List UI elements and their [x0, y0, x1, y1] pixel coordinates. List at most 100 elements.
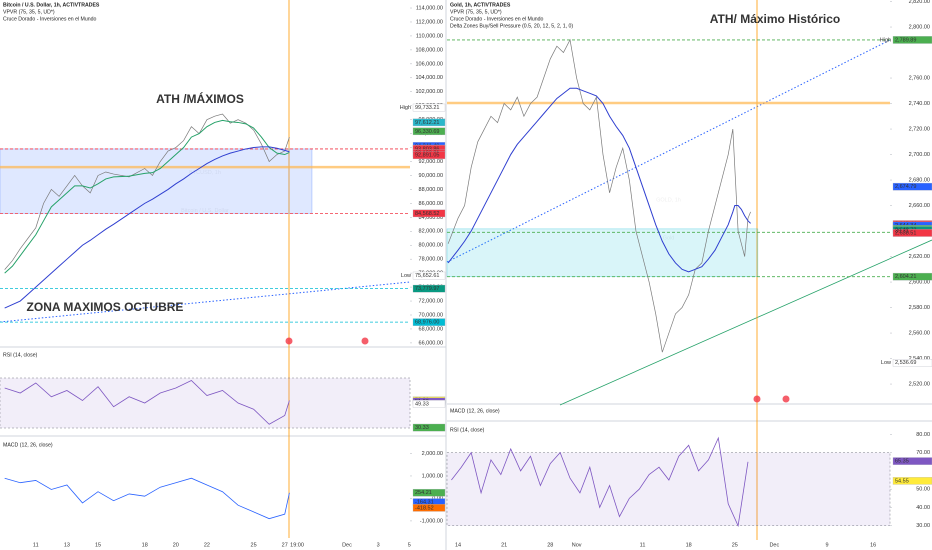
y-tick-label: 2,620.00: [909, 254, 930, 260]
price-tag: [412, 118, 446, 127]
y-tick-label: 2,600.00: [909, 280, 930, 286]
y-tick-label: 78,000.00: [419, 257, 443, 263]
price-tag: [412, 103, 446, 112]
price-tag-label: 2,638.51: [895, 230, 916, 236]
price-tag-label: 68,976.00: [415, 320, 439, 326]
y-tick-label: 50.00: [916, 487, 930, 493]
rsi-band: [0, 377, 411, 429]
price-tag-label: -164.31: [415, 500, 434, 506]
event-icon[interactable]: [361, 337, 369, 345]
rsi-band: [446, 452, 891, 526]
watermark: GOLD, 1h: [656, 197, 681, 203]
x-tick-label: 22: [204, 542, 210, 548]
price-tag-label: 93,803.86: [415, 146, 439, 152]
price-tag-label: 49.33: [415, 401, 429, 407]
price-tag: [412, 127, 446, 136]
y-tick-label: 2,560.00: [909, 331, 930, 337]
x-tick-label: 11: [640, 542, 646, 548]
price-tag: [412, 400, 446, 408]
pane-title: RSI (14, close): [450, 427, 485, 433]
price-tag: [892, 359, 932, 367]
pane-title: RSI (14, close): [3, 352, 38, 358]
y-tick-label: 2,660.00: [909, 203, 930, 209]
x-tick-label: 5: [408, 542, 411, 548]
annotation: ATH/ Máximo Histórico: [710, 12, 840, 26]
price-tag-label: 2,789.89: [895, 37, 916, 43]
y-tick-label: 92,000.00: [419, 159, 443, 165]
price-tag-name: Low: [401, 273, 411, 279]
y-tick-label: 2,820.00: [909, 0, 930, 5]
y-tick-label: 102,000.00: [415, 89, 443, 95]
x-tick-label: 11: [33, 542, 39, 548]
y-tick-label: 80.00: [916, 432, 930, 438]
price-tag-label: 96,330.69: [415, 129, 439, 135]
price-tag: [412, 151, 446, 160]
x-tick-label: 18: [686, 542, 692, 548]
x-tick-label: Dec: [769, 542, 779, 548]
x-tick-label: 25: [732, 542, 738, 548]
x-tick-label: 21: [501, 542, 507, 548]
y-tick-label: 86,000.00: [419, 201, 443, 207]
y-tick-label: 110,000.00: [416, 33, 443, 39]
watermark: BTCUSD, 1h: [189, 170, 221, 176]
price-tag-label: 2,674.79: [895, 184, 916, 190]
price-tag-label: -418.52: [415, 505, 434, 511]
pane-title: MACD (12, 26, close): [3, 442, 53, 448]
price-tag-label: 92,891.05: [415, 153, 439, 159]
zone: [446, 228, 759, 277]
y-tick-label: 2,760.00: [909, 75, 930, 81]
x-tick-label: 19:00: [290, 542, 304, 548]
price-tag-name: High: [880, 37, 891, 43]
y-tick-label: 108,000.00: [415, 47, 443, 53]
series-line: [447, 87, 751, 273]
price-tag-label: 99,733.21: [415, 105, 439, 111]
y-tick-label: 1,000.00: [422, 473, 443, 479]
chart-title: Gold, 1h, ACTIVTRADES: [450, 2, 511, 8]
price-tag-label: 2,604.21: [895, 274, 916, 280]
price-tag-label: 65.35: [895, 459, 909, 465]
price-tag: [412, 209, 446, 218]
price-tag: [412, 488, 446, 497]
price-tag-name: High: [400, 105, 411, 111]
y-tick-label: 2,700.00: [909, 152, 930, 158]
x-tick-label: 20: [173, 542, 179, 548]
y-tick-label: 114,000.00: [416, 5, 443, 11]
x-tick-label: 25: [251, 542, 257, 548]
event-icon[interactable]: [782, 395, 790, 403]
price-tag: [892, 457, 932, 465]
y-tick-label: 2,580.00: [909, 305, 930, 311]
y-tick-label: 68,000.00: [419, 326, 443, 332]
series-line: [447, 38, 751, 353]
y-tick-label: 72,000.00: [419, 298, 443, 304]
y-tick-label: 2,680.00: [909, 177, 930, 183]
chart-title: Bitcoin / U.S. Dollar, 1h, ACTIVTRADES: [3, 2, 100, 8]
x-tick-label: 9: [826, 542, 829, 548]
x-tick-label: Nov: [572, 542, 582, 548]
x-tick-label: 13: [64, 542, 70, 548]
price-tag-label: 75,652.61: [415, 273, 439, 279]
y-tick-label: 2,520.00: [909, 382, 930, 388]
price-tag: [892, 477, 932, 485]
y-tick-label: 2,740.00: [909, 101, 930, 107]
price-tag-label: 254.21: [415, 490, 432, 496]
y-tick-label: 84,000.00: [419, 215, 443, 221]
y-tick-label: 70.00: [916, 450, 930, 456]
x-tick-label: 14: [455, 542, 461, 548]
price-tag: [892, 229, 932, 237]
event-icon[interactable]: [285, 337, 293, 345]
price-tag: [412, 271, 446, 280]
series-line: [4, 380, 290, 425]
indicator-name: VPVR (75, 35, 5, UD*): [450, 9, 502, 15]
indicator-name: Cruce Dorado - Inversiones en el Mundo: [450, 16, 544, 22]
price-tag-label: 54.55: [895, 478, 909, 484]
price-tag: [892, 36, 932, 44]
price-tag: [892, 182, 932, 191]
y-tick-label: 112,000.00: [416, 19, 443, 25]
y-tick-label: 2,800.00: [909, 24, 930, 30]
pane-title: MACD (12, 26, close): [450, 408, 500, 414]
y-tick-label: 2,720.00: [909, 126, 930, 132]
event-icon[interactable]: [753, 395, 761, 403]
price-tag-label: 73,779.97: [415, 286, 439, 292]
price-tag: [412, 318, 446, 326]
